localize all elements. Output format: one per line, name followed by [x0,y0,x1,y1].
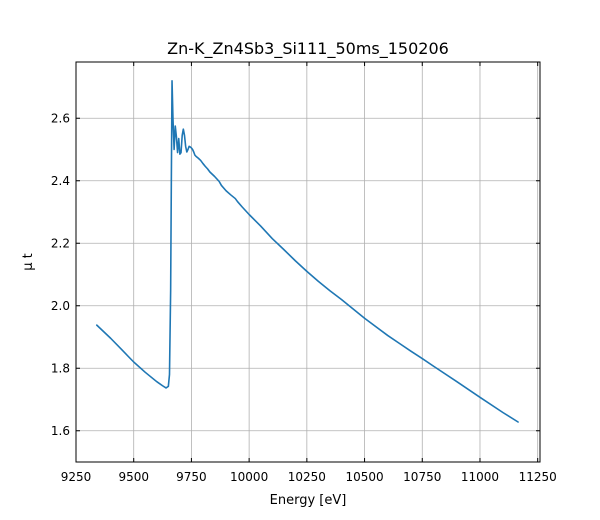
x-tick-label: 11000 [461,470,499,484]
x-tick-label: 10250 [288,470,326,484]
x-tick-label: 10000 [230,470,268,484]
chart-title: Zn-K_Zn4Sb3_Si111_50ms_150206 [167,39,449,59]
y-tick-label: 1.6 [51,424,70,438]
y-tick-label: 2.2 [51,236,70,250]
y-tick-label: 2.0 [51,299,70,313]
grid-lines [75,62,540,462]
x-tick-label: 11250 [519,470,557,484]
y-axis-title: μ t [21,253,36,271]
x-tick-label: 9750 [176,470,207,484]
series-line [95,79,519,423]
x-tick-label: 9500 [118,470,149,484]
x-tick-label: 10750 [403,470,441,484]
x-axis-title: Energy [eV] [270,493,347,508]
y-tick-label: 2.6 [51,111,70,125]
axis-ticks: 9250 9500 9750 10000 10250 10500 10750 11000 112… [51,62,557,484]
plot-frame [75,61,541,463]
y-tick-label: 1.8 [51,361,70,375]
x-tick-label: 9250 [61,470,92,484]
x-tick-label: 10500 [345,470,383,484]
y-tick-label: 2.4 [51,174,70,188]
